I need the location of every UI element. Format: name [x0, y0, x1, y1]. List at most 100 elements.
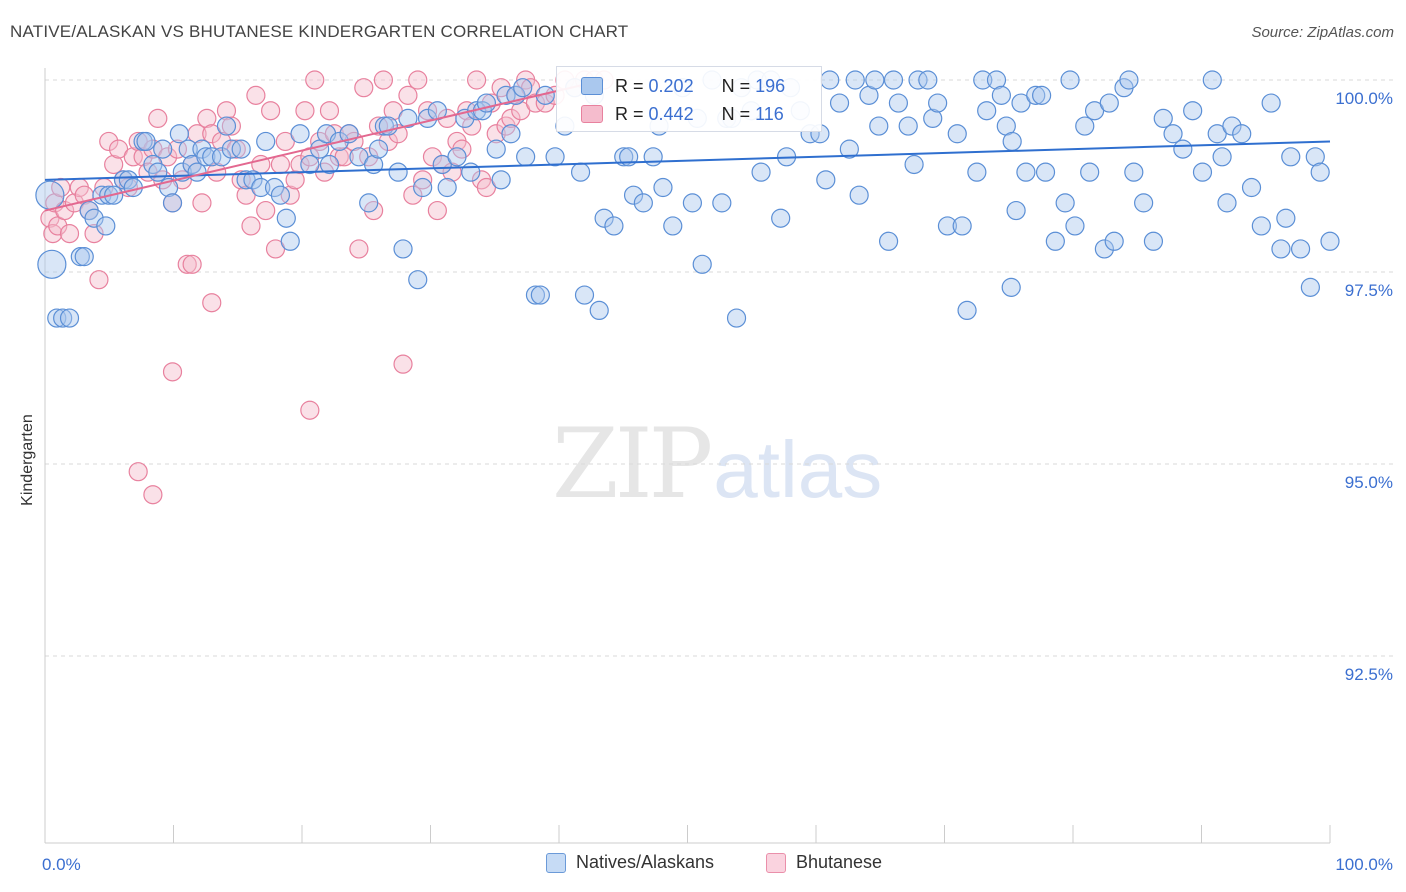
natives-point [1305, 147, 1325, 167]
natives-point [952, 216, 972, 236]
natives-point [1261, 93, 1281, 113]
bhutanese-point [378, 131, 398, 152]
natives-point [594, 208, 614, 228]
trend-lines [44, 79, 1331, 212]
r-label: R = [615, 103, 644, 124]
chart-title: NATIVE/ALASKAN VS BHUTANESE KINDERGARTEN… [10, 22, 629, 41]
bhutanese-point [162, 362, 183, 382]
natives-point [726, 308, 747, 328]
natives-point [977, 101, 997, 121]
natives-point [393, 239, 413, 259]
natives-point [957, 300, 977, 320]
natives-point [878, 231, 899, 251]
natives-point [923, 108, 943, 129]
natives-point [1320, 231, 1340, 251]
natives-point [1002, 131, 1022, 152]
axes [44, 68, 1331, 844]
natives-point [169, 124, 189, 144]
bhutanese-point [295, 101, 315, 121]
bhutanese-point [501, 108, 521, 129]
bhutanese-point [167, 139, 188, 159]
bhutanese-point [221, 116, 241, 136]
stats-legend: R = 0.202 N = 196 R = 0.442 N = 116 [556, 66, 822, 132]
natives-point [74, 247, 94, 267]
tick-labels: 92.5% 95.0% 97.5% 100.0% 0.0% 100.0% [42, 89, 1393, 874]
bhutanese-point [300, 400, 320, 420]
x-tick-label: 100.0% [1335, 855, 1393, 874]
bhutanese-point [393, 354, 413, 374]
natives-point [751, 162, 771, 182]
natives-point [1060, 70, 1080, 90]
natives-point [816, 170, 836, 190]
natives-point [300, 154, 320, 175]
bhutanese-point [241, 216, 261, 236]
natives-point [530, 285, 550, 305]
natives-point [513, 78, 533, 98]
natives-point [1016, 162, 1036, 182]
legend-label-natives: Natives/Alaskans [576, 852, 715, 872]
natives-point [216, 116, 237, 136]
natives-point [525, 285, 546, 305]
natives-point [904, 154, 924, 175]
natives-point [1032, 85, 1052, 105]
natives-point [37, 249, 67, 279]
bhutanese-point [398, 85, 418, 105]
bhutanese-point [462, 116, 482, 136]
bhutanese-point [59, 224, 80, 244]
bhutanese-point [525, 93, 546, 113]
bhutanese-point [246, 85, 266, 105]
natives-point [1232, 124, 1252, 144]
natives-point [1276, 208, 1296, 228]
natives-point [869, 116, 889, 136]
y-tick-label: 100.0% [1335, 89, 1393, 108]
n-value: 116 [755, 103, 784, 124]
natives-point [1153, 108, 1173, 129]
bhutanese-point [422, 147, 443, 167]
n-label: N = [721, 75, 751, 96]
natives-point [589, 300, 609, 320]
natives-point [162, 193, 183, 213]
series-legend: Natives/Alaskans Bhutanese [0, 852, 1406, 878]
natives-point [1183, 101, 1203, 121]
natives-point [849, 185, 869, 205]
natives-point [839, 139, 859, 159]
natives-point [1104, 231, 1124, 251]
bhutanese-point [349, 239, 369, 259]
natives-point [1222, 116, 1242, 136]
natives-point [256, 131, 276, 152]
legend-item-bhutanese[interactable]: Bhutanese [766, 852, 882, 873]
natives-point [712, 193, 732, 213]
source-label: Source: ZipAtlas.com [1251, 24, 1394, 41]
natives-point [447, 147, 467, 167]
natives-point [947, 124, 967, 144]
bhutanese-point [417, 101, 438, 121]
legend-item-natives[interactable]: Natives/Alaskans [546, 852, 714, 873]
natives-point [408, 270, 428, 290]
natives-point [53, 308, 73, 328]
r-value: 0.202 [648, 75, 694, 96]
bhutanese-point [280, 185, 300, 205]
natives-point [1055, 193, 1075, 213]
natives-point [1300, 277, 1320, 297]
n-label: N = [721, 103, 751, 124]
natives-point [908, 70, 928, 90]
legend-swatch-bhutanese [766, 852, 786, 873]
natives-point [368, 139, 389, 159]
bhutanese-point [261, 101, 281, 121]
natives-swatch [581, 77, 603, 95]
stats-row-natives: R = 0.202 N = 196 [581, 73, 785, 99]
natives-point [1281, 147, 1301, 167]
natives-point [1099, 93, 1119, 113]
natives-point [1217, 193, 1237, 213]
natives-point [865, 70, 885, 90]
bhutanese-point [182, 254, 202, 274]
bhutanese-point [354, 78, 374, 98]
natives-point [643, 147, 663, 167]
bhutanese-point [256, 200, 276, 221]
natives-point [1094, 239, 1114, 259]
natives-point [991, 85, 1011, 105]
bhutanese-point [290, 154, 310, 175]
y-tick-label: 92.5% [1345, 665, 1393, 684]
natives-point [1001, 277, 1021, 297]
bhutanese-point [128, 462, 148, 482]
